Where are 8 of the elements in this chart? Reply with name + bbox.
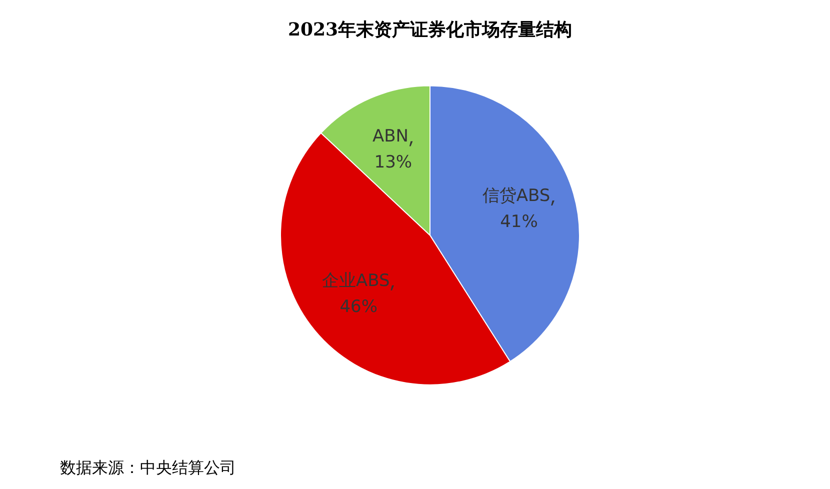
chart-title: 2023年末资产证券化市场存量结构 [288, 19, 572, 40]
slice-label: 企业ABS [322, 270, 390, 291]
slice-label: 信贷ABS [482, 186, 550, 206]
data-label: 46% [340, 296, 378, 317]
data-label: 41% [500, 212, 538, 232]
source-note: 数据来源：中央结算公司 [60, 458, 236, 479]
slice-label: ABN [372, 126, 408, 147]
data-label: 13% [374, 152, 412, 173]
